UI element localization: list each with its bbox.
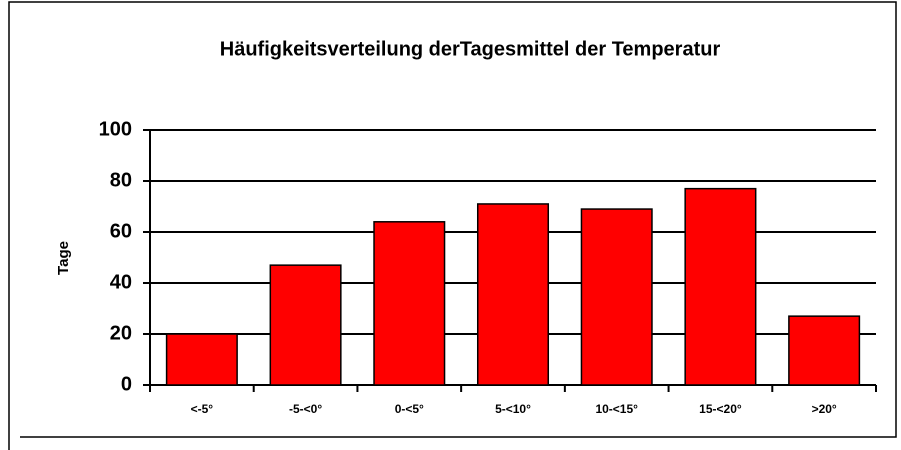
x-tick-label: 15-<20° [699,402,742,416]
x-tick-label: 10-<15° [595,402,638,416]
x-tick-label: 0-<5° [395,402,424,416]
y-tick-label: 80 [110,169,132,191]
y-tick-label: 100 [99,118,132,140]
y-tick-label: 0 [121,373,132,395]
bar [580,208,653,386]
bar [788,315,861,386]
frame [8,1,897,450]
y-tick-label: 60 [110,220,132,242]
y-tick-label: 40 [110,271,132,293]
y-axis-label: Tage [55,241,72,275]
x-tick-label: 5-<10° [495,402,531,416]
chart-title: Häufigkeitsverteilung derTagesmittel der… [220,38,721,60]
x-tick-label: -5-<0° [289,402,322,416]
bar [269,264,342,386]
bar [684,187,757,386]
x-tick-label: <-5° [191,402,214,416]
bar [476,203,550,386]
bar [165,333,238,386]
bar [373,221,446,386]
x-tick-label: >20° [812,402,837,416]
y-tick-label: 20 [110,322,132,344]
